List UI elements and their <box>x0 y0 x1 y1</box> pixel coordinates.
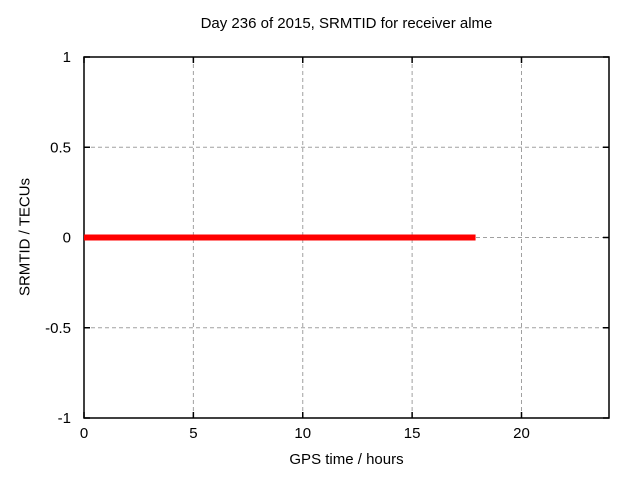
x-tick-label: 15 <box>404 425 421 442</box>
y-tick-label: -1 <box>58 410 71 427</box>
x-tick-label: 10 <box>294 425 311 442</box>
y-tick-label: 0.5 <box>50 139 71 156</box>
x-axis-label: GPS time / hours <box>289 451 404 468</box>
y-tick-label: -0.5 <box>45 320 71 337</box>
y-tick-label: 1 <box>63 49 71 66</box>
chart-title: Day 236 of 2015, SRMTID for receiver alm… <box>200 15 493 32</box>
x-tick-label: 5 <box>189 425 197 442</box>
x-tick-label: 0 <box>80 425 88 442</box>
x-tick-label: 20 <box>513 425 530 442</box>
y-tick-label: 0 <box>63 230 71 247</box>
y-axis-label: SRMTID / TECUs <box>16 177 34 297</box>
